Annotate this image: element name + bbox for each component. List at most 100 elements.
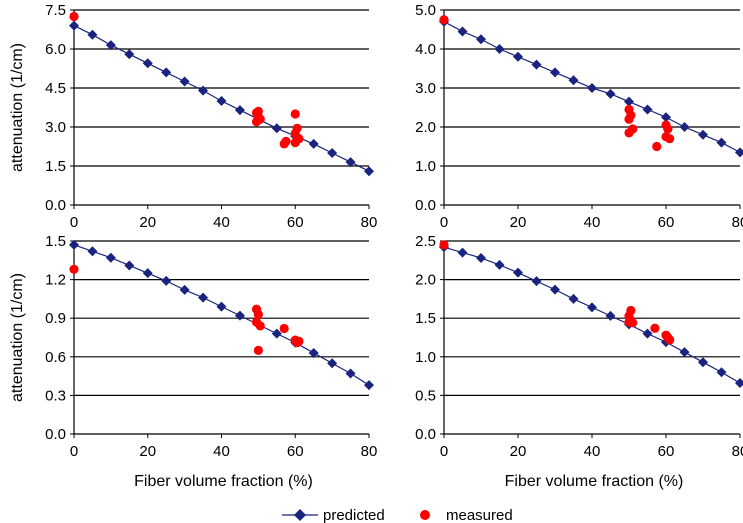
data-point-predicted [198, 85, 209, 96]
data-point-predicted [234, 310, 245, 321]
data-point-measured [650, 323, 660, 333]
data-point-measured [294, 336, 304, 346]
data-point-predicted [69, 239, 79, 250]
data-point-predicted [716, 137, 727, 148]
x-tick-label: 0 [440, 214, 448, 231]
y-tick-label: 3.0 [415, 80, 436, 97]
x-tick-label: 60 [658, 443, 675, 460]
data-point-predicted [457, 247, 468, 258]
y-tick-label: 3.0 [45, 119, 66, 136]
data-point-predicted [642, 328, 653, 339]
data-point-predicted [716, 367, 727, 378]
y-tick-label: 1.5 [45, 158, 66, 175]
data-point-predicted [587, 302, 597, 313]
x-tick-label: 40 [584, 214, 601, 231]
data-point-predicted [513, 51, 523, 62]
y-tick-label: 7.5 [45, 2, 66, 19]
data-point-predicted [587, 83, 597, 93]
x-tick-label: 40 [213, 443, 230, 460]
x-axis-label: Fiber volume fraction (%) [505, 473, 684, 490]
data-point-predicted [605, 88, 616, 99]
x-tick-label: 60 [287, 443, 304, 460]
data-point-measured [255, 321, 265, 331]
data-point-measured [69, 264, 79, 274]
x-axis-label: Fiber volume fraction (%) [134, 473, 313, 490]
data-point-measured [253, 309, 263, 319]
data-point-measured [251, 117, 262, 127]
data-point-measured [290, 109, 300, 119]
x-tick-label: 20 [139, 443, 156, 460]
series-measured [69, 264, 304, 355]
data-point-predicted [550, 67, 560, 78]
data-point-predicted [124, 260, 135, 271]
data-point-predicted [735, 378, 743, 389]
series-predicted [69, 239, 374, 391]
chart-panel-2: 0.0 1.0 2.0 3.0 4.0 5.0 0 20 40 60 80 [415, 2, 743, 231]
legend-marker-measured [420, 510, 430, 520]
data-point-measured [281, 136, 291, 146]
x-tick-label: 80 [361, 443, 378, 460]
data-point-measured [665, 134, 675, 144]
x-tick-label: 0 [70, 443, 78, 460]
data-point-predicted [364, 380, 374, 391]
data-point-predicted [661, 112, 671, 123]
y-tick-label: 0.9 [45, 310, 66, 327]
data-point-measured [624, 114, 634, 124]
data-point-predicted [345, 157, 356, 168]
chart-panel-1: 0.0 1.5 3.0 4.5 6.0 7.5 0 20 40 60 80 attenuation (… [9, 2, 377, 231]
y-tick-label: 0.0 [45, 197, 66, 214]
series-predicted [69, 20, 374, 177]
y-tick-label: 0.3 [45, 387, 66, 404]
y-tick-label: 0.0 [415, 197, 436, 214]
data-point-predicted [234, 105, 245, 116]
data-point-predicted [216, 301, 227, 312]
data-point-measured [624, 128, 634, 138]
x-tick-label: 80 [361, 214, 378, 231]
data-point-predicted [476, 252, 486, 263]
x-tick-label: 40 [584, 443, 601, 460]
data-point-predicted [698, 129, 708, 140]
data-point-predicted [161, 275, 172, 286]
legend-marker-predicted [294, 509, 306, 521]
data-point-predicted [568, 75, 579, 86]
y-tick-label: 2.0 [415, 272, 436, 289]
data-point-predicted [179, 284, 190, 295]
data-point-predicted [216, 96, 227, 106]
x-tick-label: 20 [510, 443, 527, 460]
x-tick-label: 20 [139, 214, 156, 231]
data-point-predicted [531, 276, 542, 287]
data-point-predicted [568, 293, 579, 304]
x-tick-label: 80 [732, 214, 743, 231]
data-point-predicted [679, 347, 690, 358]
data-point-measured [628, 318, 638, 328]
legend-label-measured: measured [446, 507, 513, 523]
data-point-predicted [642, 104, 653, 115]
data-point-measured [652, 141, 662, 152]
y-axis-label: attenuation (1/cm) [9, 43, 26, 172]
chart-panel-3: 0.0 0.3 0.6 0.9 1.2 1.5 0 20 40 60 80 attenuation (… [9, 233, 377, 490]
y-tick-label: 5.0 [415, 2, 436, 19]
data-point-predicted [679, 122, 690, 132]
data-point-predicted [124, 49, 135, 60]
data-point-predicted [364, 166, 374, 177]
y-tick-label: 1.2 [45, 272, 66, 289]
y-tick-label: 6.0 [45, 41, 66, 58]
y-tick-label: 1.0 [415, 349, 436, 366]
series-line-predicted [443, 246, 741, 384]
data-point-predicted [531, 59, 542, 70]
data-point-predicted [605, 310, 616, 321]
data-point-predicted [105, 40, 116, 51]
data-point-predicted [513, 267, 523, 278]
data-point-predicted [179, 76, 190, 87]
data-point-predicted [345, 368, 356, 379]
data-point-predicted [698, 357, 708, 368]
data-point-predicted [476, 34, 486, 45]
data-point-predicted [735, 147, 743, 158]
data-point-measured [665, 335, 675, 345]
data-point-predicted [327, 148, 338, 158]
data-point-predicted [624, 96, 634, 107]
series-line-predicted [73, 244, 370, 386]
data-point-measured [439, 15, 449, 25]
data-point-predicted [87, 246, 98, 257]
